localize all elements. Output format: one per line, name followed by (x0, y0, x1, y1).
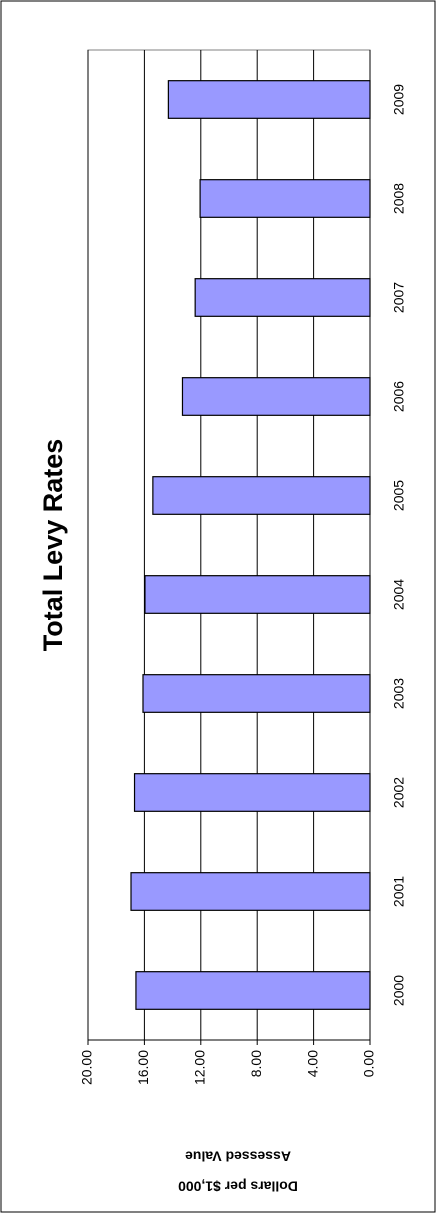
bar (144, 575, 371, 614)
bar (130, 872, 371, 911)
bar (135, 971, 371, 1010)
bar (194, 278, 371, 317)
y-tick-label: 4.00 (304, 1050, 320, 1077)
y-tick-label: 16.00 (135, 1050, 151, 1085)
bar (181, 377, 371, 416)
y-tick-label: 12.00 (192, 1050, 208, 1085)
y-tick-label: 0.00 (361, 1050, 377, 1077)
x-tick-label: 2005 (391, 480, 407, 511)
x-tick-label: 2007 (391, 282, 407, 313)
rotated-chart: Total Levy Rates Dollars per $1,000 Asse… (38, 49, 407, 1194)
x-tick-label: 2008 (391, 183, 407, 214)
y-tick-label: 20.00 (79, 1050, 95, 1085)
y-axis-label: Assessed Value (185, 1148, 291, 1164)
y-tick-label: 8.00 (248, 1050, 264, 1077)
bar (199, 179, 371, 218)
x-tick-label: 2006 (391, 381, 407, 412)
x-tick-label: 2002 (391, 777, 407, 808)
bar (167, 80, 371, 119)
bar (152, 476, 371, 515)
x-tick-label: 2004 (391, 579, 407, 610)
y-axis-label: Dollars per $1,000 (178, 1178, 298, 1194)
bar (142, 674, 371, 713)
bar (133, 773, 371, 812)
chart-title: Total Levy Rates (38, 439, 68, 652)
x-tick-label: 2001 (391, 876, 407, 907)
x-tick-label: 2000 (391, 975, 407, 1006)
x-tick-label: 2003 (391, 678, 407, 709)
x-tick-label: 2009 (391, 84, 407, 115)
